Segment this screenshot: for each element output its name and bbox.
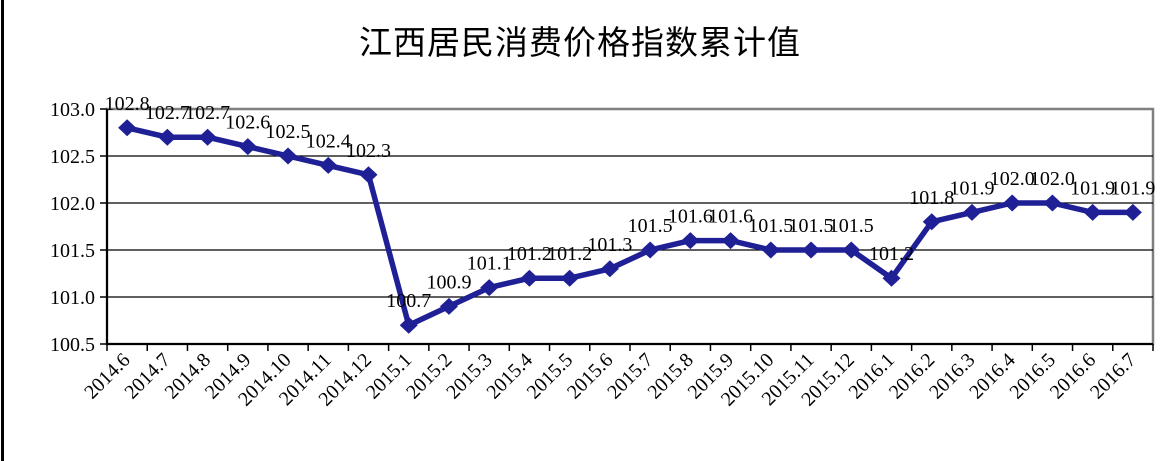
data-label: 101.5 <box>829 215 874 237</box>
data-label: 101.6 <box>668 206 713 228</box>
left-border-line <box>1 0 4 461</box>
data-point-marker <box>802 241 821 259</box>
y-tick-label: 100.5 <box>50 334 95 356</box>
data-point-marker <box>480 279 499 297</box>
data-point-marker <box>1043 194 1062 212</box>
data-point-marker <box>1123 203 1142 221</box>
data-label: 100.7 <box>386 290 431 312</box>
chart-title: 江西居民消费价格指数累计值 <box>359 26 801 62</box>
data-label: 101.5 <box>628 215 673 237</box>
plot-border <box>105 107 1155 346</box>
data-point-marker <box>922 213 941 231</box>
data-point-marker <box>1083 203 1102 221</box>
data-label: 102.5 <box>266 121 311 143</box>
y-tick-label: 102.0 <box>50 193 95 215</box>
data-label: 102.0 <box>1030 168 1075 190</box>
data-label: 101.2 <box>507 243 552 265</box>
data-label: 101.9 <box>1070 177 1115 199</box>
data-point-marker <box>882 269 901 287</box>
data-point-marker <box>198 128 217 146</box>
data-point-marker <box>158 128 177 146</box>
data-label: 101.5 <box>748 215 793 237</box>
data-point-marker <box>118 119 137 137</box>
x-tick-label: 2016.7 <box>1086 349 1140 403</box>
data-label: 101.9 <box>949 177 994 199</box>
data-label: 102.6 <box>225 112 270 134</box>
y-tick-label: 102.5 <box>50 146 95 168</box>
data-point-marker <box>560 269 579 287</box>
data-label: 102.7 <box>145 102 190 124</box>
y-tick-label: 101.0 <box>50 287 95 309</box>
data-point-marker <box>842 241 861 259</box>
data-point-marker <box>279 147 298 165</box>
data-point-marker <box>641 241 660 259</box>
data-label: 101.5 <box>789 215 834 237</box>
data-point-marker <box>399 316 418 334</box>
data-point-marker <box>439 297 458 315</box>
data-point-marker <box>600 260 619 278</box>
data-label: 102.4 <box>306 130 351 152</box>
data-point-marker <box>721 232 740 250</box>
data-label: 101.1 <box>467 253 512 275</box>
data-label: 100.9 <box>426 271 471 293</box>
data-point-marker <box>520 269 539 287</box>
data-label: 101.9 <box>1110 177 1155 199</box>
data-point-marker <box>359 166 378 184</box>
data-point-marker <box>962 203 981 221</box>
data-label: 102.7 <box>185 102 230 124</box>
data-label: 102.8 <box>105 93 150 115</box>
data-label: 101.3 <box>587 234 632 256</box>
data-point-marker <box>319 156 338 174</box>
data-point-marker <box>1003 194 1022 212</box>
data-label: 101.6 <box>708 206 753 228</box>
data-label: 101.2 <box>869 243 914 265</box>
y-tick-label: 103.0 <box>50 99 95 121</box>
y-tick-label: 101.5 <box>50 240 95 262</box>
data-label: 102.3 <box>346 140 391 162</box>
data-point-marker <box>761 241 780 259</box>
data-label: 102.0 <box>990 168 1035 190</box>
data-label: 101.2 <box>547 243 592 265</box>
data-point-marker <box>238 138 257 156</box>
data-label: 101.8 <box>909 187 954 209</box>
data-point-marker <box>681 232 700 250</box>
